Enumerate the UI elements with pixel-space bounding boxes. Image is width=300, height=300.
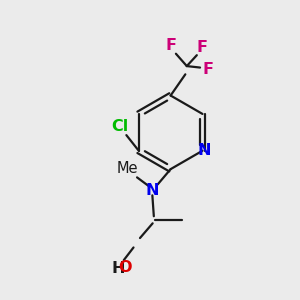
Text: N: N [198, 143, 211, 158]
Text: O: O [118, 260, 132, 275]
Text: F: F [202, 61, 214, 76]
Text: Me: Me [117, 161, 138, 176]
Text: N: N [146, 183, 159, 198]
Text: H: H [111, 262, 125, 277]
Text: F: F [165, 38, 176, 53]
Text: F: F [196, 40, 208, 55]
Text: Cl: Cl [111, 119, 128, 134]
